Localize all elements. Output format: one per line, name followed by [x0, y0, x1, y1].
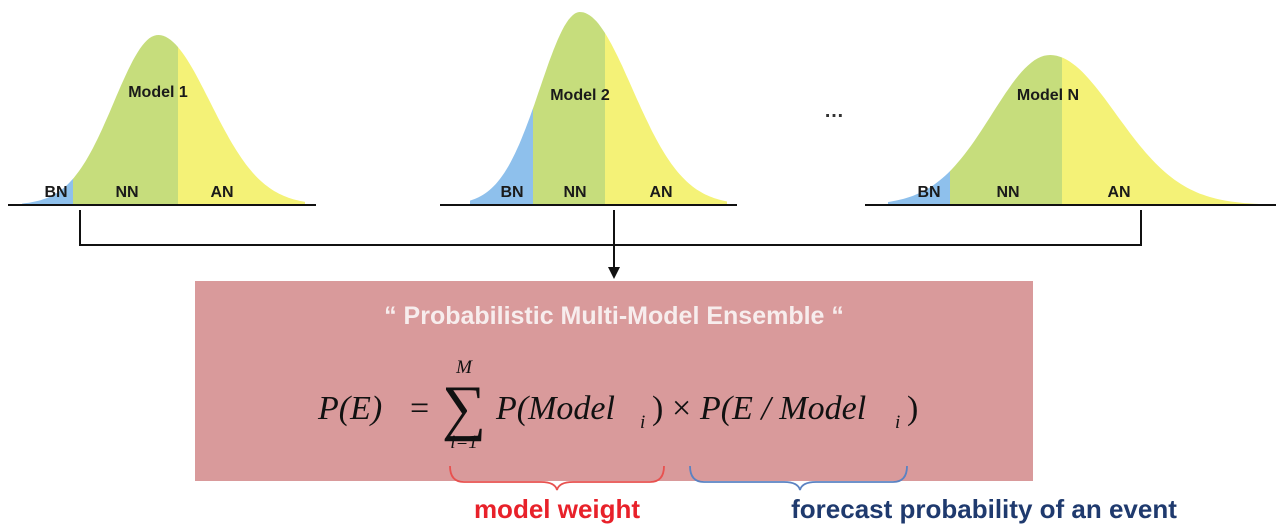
- model-label: Model 1: [128, 84, 188, 101]
- model-1-distribution: Model 1 BN NN AN: [8, 35, 316, 206]
- sum-upper-limit: M: [455, 357, 473, 378]
- formula-equals: =: [410, 390, 429, 427]
- nn-region: [533, 12, 605, 205]
- model-n-distribution: Model N BN NN AN: [865, 55, 1276, 206]
- nn-region: [950, 55, 1062, 205]
- term2: P(E / Model: [699, 390, 866, 427]
- an-label: AN: [210, 184, 233, 201]
- forecast-probability-label: forecast probability of an event: [791, 494, 1177, 524]
- model-label: Model 2: [550, 87, 610, 104]
- times-sign: ×: [672, 390, 691, 427]
- model-label: Model N: [1017, 87, 1079, 104]
- bn-label: BN: [500, 184, 523, 201]
- bn-region: [22, 35, 73, 205]
- term2-close: ): [907, 390, 918, 427]
- formula-lhs: P(E): [317, 390, 382, 427]
- forecast-brace: [689, 465, 908, 491]
- term1: P(Model: [495, 390, 615, 427]
- an-label: AN: [649, 184, 672, 201]
- bn-label: BN: [44, 184, 67, 201]
- an-region: [605, 12, 727, 205]
- bn-region: [888, 55, 950, 205]
- term1-subscript: i: [640, 412, 645, 433]
- sigma-symbol: ∑: [442, 374, 486, 442]
- nn-region: [73, 35, 178, 205]
- bn-region: [470, 12, 533, 205]
- term1-close: ): [652, 390, 663, 427]
- an-region: [1062, 55, 1270, 205]
- bn-label: BN: [917, 184, 940, 201]
- ellipsis: …: [824, 100, 844, 122]
- connector-bracket: [79, 210, 1142, 268]
- nn-label: NN: [115, 184, 138, 201]
- an-region: [178, 35, 305, 205]
- ensemble-title: “ Probabilistic Multi-Model Ensemble “: [384, 302, 844, 330]
- model-weight-label: model weight: [474, 494, 640, 524]
- nn-label: NN: [996, 184, 1019, 201]
- term2-subscript: i: [895, 412, 900, 433]
- an-label: AN: [1107, 184, 1130, 201]
- ensemble-box: [195, 281, 1033, 481]
- sum-lower-limit: i=1: [450, 432, 478, 453]
- ensemble-formula: P(E) = M ∑ i=1 P(Model i ) × P(E / Model…: [317, 357, 918, 453]
- model-weight-brace: [449, 465, 665, 491]
- nn-label: NN: [563, 184, 586, 201]
- arrow-head: [608, 267, 620, 279]
- model-2-distribution: Model 2 BN NN AN: [440, 12, 737, 206]
